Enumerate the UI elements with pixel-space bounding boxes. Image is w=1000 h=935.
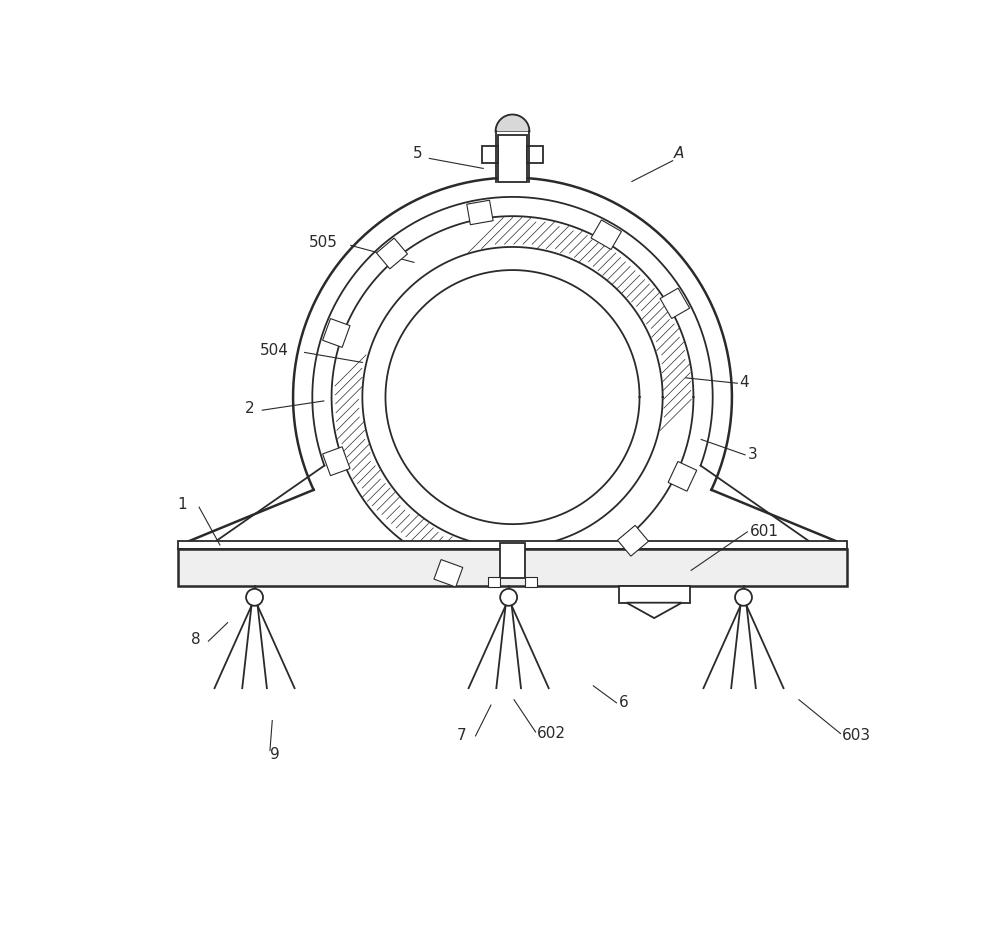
Text: 8: 8 <box>191 631 200 646</box>
Text: 4: 4 <box>740 375 749 390</box>
Text: 601: 601 <box>750 524 779 539</box>
Polygon shape <box>660 288 690 319</box>
Text: 6: 6 <box>619 696 629 711</box>
Polygon shape <box>323 447 350 476</box>
Bar <box>482 146 498 163</box>
Text: 602: 602 <box>537 726 566 741</box>
Text: 603: 603 <box>842 727 871 742</box>
Bar <box>488 577 500 587</box>
Circle shape <box>500 589 517 606</box>
Text: 504: 504 <box>260 343 289 358</box>
Polygon shape <box>668 462 697 491</box>
Polygon shape <box>376 238 408 269</box>
Polygon shape <box>617 525 649 556</box>
Text: 505: 505 <box>308 235 337 250</box>
Circle shape <box>735 589 752 606</box>
Bar <box>525 577 537 587</box>
Bar <box>178 541 847 549</box>
Bar <box>619 585 690 603</box>
Bar <box>527 146 543 163</box>
Polygon shape <box>626 603 682 618</box>
Text: 3: 3 <box>747 447 757 462</box>
Text: 1: 1 <box>178 496 187 511</box>
Text: 9: 9 <box>270 747 280 762</box>
Bar <box>500 542 525 578</box>
Text: A: A <box>674 147 685 162</box>
Circle shape <box>246 589 263 606</box>
Text: 5: 5 <box>412 147 422 162</box>
Polygon shape <box>591 220 621 250</box>
Bar <box>178 549 847 585</box>
Text: 2: 2 <box>245 400 254 415</box>
Polygon shape <box>467 200 493 224</box>
Bar <box>498 136 527 181</box>
Polygon shape <box>323 319 350 348</box>
Polygon shape <box>496 114 529 132</box>
Text: 7: 7 <box>457 727 467 742</box>
Polygon shape <box>434 559 463 587</box>
